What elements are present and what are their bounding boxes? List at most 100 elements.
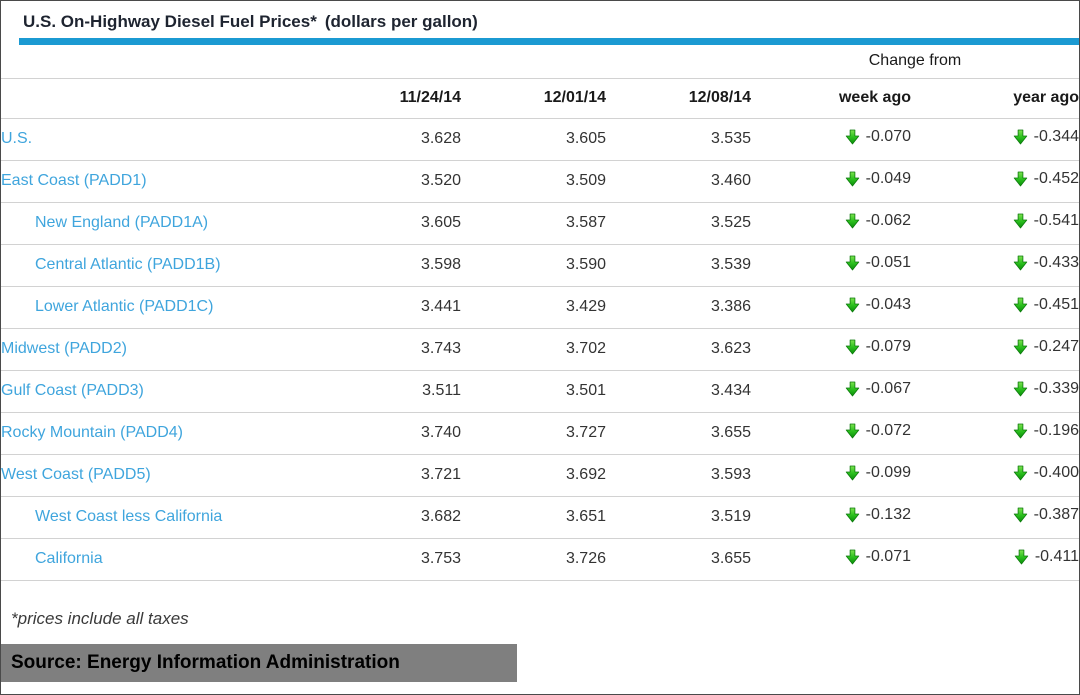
region-cell: New England (PADD1A)	[1, 202, 356, 245]
price-cell-3: 3.386	[606, 286, 751, 329]
change-year-ago-cell: -0.387	[911, 496, 1079, 539]
change-week-ago-value: -0.072	[865, 422, 911, 439]
price-cell-3: 3.535	[606, 118, 751, 161]
change-week-ago-value: -0.070	[865, 128, 911, 145]
change-from-header-row: Change from	[1, 45, 1079, 79]
price-cell-2: 3.429	[461, 286, 606, 329]
price-cell-2: 3.726	[461, 538, 606, 581]
down-arrow-icon	[1013, 465, 1027, 481]
price-cell-1: 3.628	[356, 118, 461, 161]
table-row: New England (PADD1A) 3.605 3.587 3.525 -…	[1, 202, 1079, 245]
col-header-date-2: 12/01/14	[461, 78, 606, 119]
down-arrow-icon	[845, 129, 859, 145]
price-cell-3: 3.655	[606, 412, 751, 455]
region-link[interactable]: Central Atlantic (PADD1B)	[35, 256, 221, 273]
change-week-ago-cell: -0.062	[751, 202, 911, 245]
change-year-ago-cell: -0.247	[911, 328, 1079, 371]
region-link[interactable]: East Coast (PADD1)	[1, 172, 147, 189]
change-year-ago-value: -0.433	[1033, 254, 1079, 271]
table-row: West Coast less California 3.682 3.651 3…	[1, 496, 1079, 539]
region-link[interactable]: Midwest (PADD2)	[1, 340, 127, 357]
price-cell-3: 3.525	[606, 202, 751, 245]
change-year-ago-value: -0.452	[1033, 170, 1079, 187]
change-year-ago-cell: -0.452	[911, 160, 1079, 203]
table-row: Lower Atlantic (PADD1C) 3.441 3.429 3.38…	[1, 286, 1079, 329]
down-arrow-icon	[1013, 129, 1027, 145]
price-cell-1: 3.598	[356, 244, 461, 287]
change-week-ago-cell: -0.072	[751, 412, 911, 455]
change-year-ago-cell: -0.196	[911, 412, 1079, 455]
down-arrow-icon	[1013, 507, 1027, 523]
price-cell-2: 3.727	[461, 412, 606, 455]
change-year-ago-value: -0.400	[1033, 464, 1079, 481]
region-link[interactable]: California	[35, 550, 103, 567]
region-cell: East Coast (PADD1)	[1, 160, 356, 203]
change-year-ago-value: -0.196	[1033, 422, 1079, 439]
region-link[interactable]: U.S.	[1, 130, 33, 147]
down-arrow-icon	[1013, 255, 1027, 271]
down-arrow-icon	[1013, 171, 1027, 187]
price-cell-2: 3.509	[461, 160, 606, 203]
region-link[interactable]: West Coast (PADD5)	[1, 466, 151, 483]
region-column-header	[1, 78, 356, 119]
down-arrow-icon	[845, 255, 859, 271]
change-week-ago-cell: -0.043	[751, 286, 911, 329]
change-year-ago-value: -0.451	[1033, 296, 1079, 313]
change-year-ago-cell: -0.433	[911, 244, 1079, 287]
price-cell-3: 3.655	[606, 538, 751, 581]
price-cell-3: 3.519	[606, 496, 751, 539]
change-week-ago-value: -0.043	[865, 296, 911, 313]
region-link[interactable]: Lower Atlantic (PADD1C)	[35, 298, 214, 315]
price-cell-1: 3.753	[356, 538, 461, 581]
col-header-date-1: 11/24/14	[356, 78, 461, 119]
region-link[interactable]: Gulf Coast (PADD3)	[1, 382, 144, 399]
change-week-ago-cell: -0.079	[751, 328, 911, 371]
price-cell-2: 3.590	[461, 244, 606, 287]
change-week-ago-value: -0.049	[865, 170, 911, 187]
change-year-ago-value: -0.247	[1033, 338, 1079, 355]
region-cell: Central Atlantic (PADD1B)	[1, 244, 356, 287]
change-year-ago-cell: -0.411	[911, 538, 1079, 581]
price-cell-1: 3.511	[356, 370, 461, 413]
price-cell-3: 3.460	[606, 160, 751, 203]
change-week-ago-value: -0.051	[865, 254, 911, 271]
change-year-ago-cell: -0.541	[911, 202, 1079, 245]
down-arrow-icon	[845, 423, 859, 439]
region-cell: Midwest (PADD2)	[1, 328, 356, 371]
change-year-ago-value: -0.387	[1033, 506, 1079, 523]
down-arrow-icon	[845, 171, 859, 187]
footnote: *prices include all taxes	[11, 608, 189, 628]
col-header-week-ago: week ago	[751, 78, 911, 119]
price-cell-2: 3.587	[461, 202, 606, 245]
change-week-ago-value: -0.132	[865, 506, 911, 523]
change-year-ago-cell: -0.400	[911, 454, 1079, 497]
change-year-ago-cell: -0.344	[911, 118, 1079, 161]
price-cell-1: 3.605	[356, 202, 461, 245]
down-arrow-icon	[1013, 297, 1027, 313]
title-text: U.S. On-Highway Diesel Fuel Prices*	[23, 12, 317, 31]
page-title: U.S. On-Highway Diesel Fuel Prices* (doll…	[23, 12, 1079, 32]
table-row: Central Atlantic (PADD1B) 3.598 3.590 3.…	[1, 244, 1079, 287]
region-cell: West Coast (PADD5)	[1, 454, 356, 497]
price-cell-2: 3.651	[461, 496, 606, 539]
title-units: (dollars per gallon)	[324, 12, 478, 31]
change-year-ago-value: -0.411	[1034, 548, 1079, 565]
change-year-ago-cell: -0.339	[911, 370, 1079, 413]
region-cell: Lower Atlantic (PADD1C)	[1, 286, 356, 329]
down-arrow-icon	[1013, 339, 1027, 355]
price-cell-1: 3.740	[356, 412, 461, 455]
header-spacer	[1, 45, 751, 79]
down-arrow-icon	[845, 297, 859, 313]
source-bar: Source: Energy Information Administratio…	[1, 643, 517, 682]
price-cell-1: 3.743	[356, 328, 461, 371]
price-cell-2: 3.692	[461, 454, 606, 497]
region-link[interactable]: Rocky Mountain (PADD4)	[1, 424, 183, 441]
region-link[interactable]: West Coast less California	[35, 508, 223, 525]
change-week-ago-cell: -0.070	[751, 118, 911, 161]
down-arrow-icon	[1013, 381, 1027, 397]
price-cell-3: 3.434	[606, 370, 751, 413]
table-row: East Coast (PADD1) 3.520 3.509 3.460 -0.…	[1, 160, 1079, 203]
change-from-header: Change from	[751, 45, 1079, 79]
region-link[interactable]: New England (PADD1A)	[35, 214, 209, 231]
down-arrow-icon	[845, 381, 859, 397]
